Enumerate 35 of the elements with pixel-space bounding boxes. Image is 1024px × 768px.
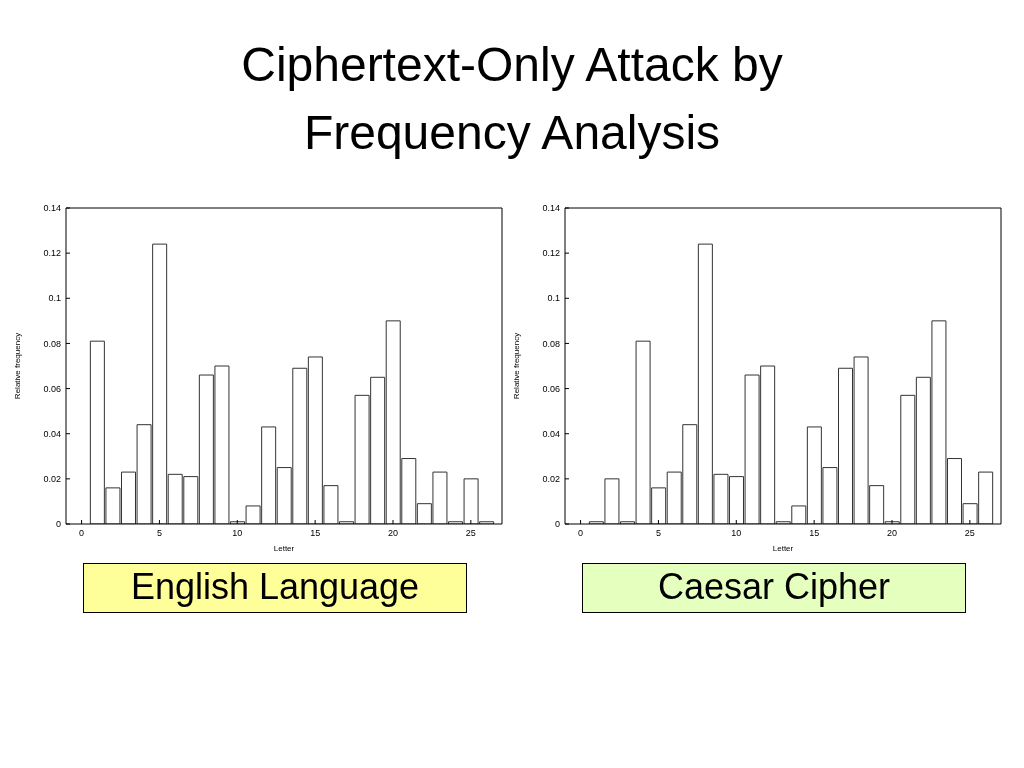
y-tick-label: 0.02 xyxy=(542,474,560,485)
x-tick-label: 15 xyxy=(809,528,820,539)
y-tick-label: 0.12 xyxy=(43,248,61,259)
x-tick-label: 5 xyxy=(156,528,162,539)
x-tick-label: 25 xyxy=(964,528,975,539)
x-tick-label: 15 xyxy=(310,528,321,539)
text: Caesar Cipher xyxy=(582,563,966,613)
x-tick-label: 20 xyxy=(387,528,399,539)
y-tick-label: 0.08 xyxy=(43,338,61,349)
x-tick-label: 5 xyxy=(655,528,661,539)
y-tick-label: 0 xyxy=(55,519,61,530)
y-tick-label: 0.1 xyxy=(547,293,560,304)
x-tick-label: 20 xyxy=(886,528,898,539)
y-tick-label: 0.14 xyxy=(43,203,61,214)
text: English Language xyxy=(83,563,467,613)
y-axis-title: Relative frequency xyxy=(512,332,522,400)
y-tick-label: 0.14 xyxy=(542,203,560,214)
x-tick-label: 0 xyxy=(578,528,584,539)
x-tick-label: 10 xyxy=(232,528,243,539)
x-axis-title: Letter xyxy=(772,544,794,554)
y-tick-label: 0.06 xyxy=(43,383,61,394)
y-axis-title: Relative frequency xyxy=(13,332,23,400)
y-tick-label: 0.12 xyxy=(542,248,560,259)
y-tick-label: 0.1 xyxy=(48,293,61,304)
y-tick-label: 0.04 xyxy=(43,428,61,439)
x-tick-label: 25 xyxy=(465,528,476,539)
y-tick-label: 0.04 xyxy=(542,428,560,439)
y-tick-label: 0.08 xyxy=(542,338,560,349)
chart-title: Ciphertext-Only Attack by Frequency Analysis xyxy=(240,37,784,161)
y-tick-label: 0 xyxy=(554,519,560,530)
y-tick-label: 0.06 xyxy=(542,383,560,394)
x-tick-label: 10 xyxy=(731,528,742,539)
y-tick-label: 0.02 xyxy=(43,474,61,485)
x-axis-title: Letter xyxy=(273,544,295,554)
x-tick-label: 0 xyxy=(79,528,85,539)
